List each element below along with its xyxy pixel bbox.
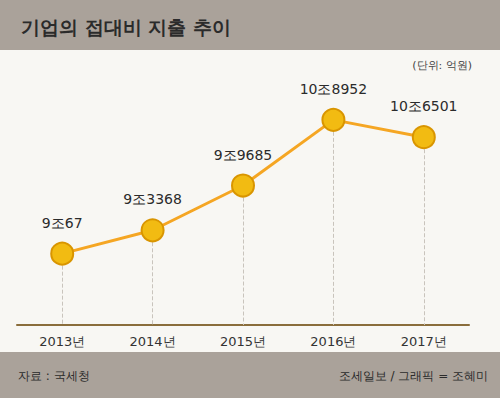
svg-text:10조6501: 10조6501	[390, 98, 457, 114]
svg-text:10조8952: 10조8952	[300, 81, 367, 97]
svg-text:2014년: 2014년	[130, 334, 176, 349]
svg-text:조세일보 / 그래픽 = 조혜미: 조세일보 / 그래픽 = 조혜미	[339, 369, 488, 383]
svg-text:9조3368: 9조3368	[123, 191, 182, 207]
svg-text:자료 : 국세청: 자료 : 국세청	[18, 369, 90, 383]
svg-text:(단위: 억원): (단위: 억원)	[412, 59, 472, 72]
svg-text:9조67: 9조67	[42, 215, 83, 231]
svg-text:2016년: 2016년	[310, 334, 356, 349]
svg-text:2015년: 2015년	[220, 334, 266, 349]
svg-text:9조9685: 9조9685	[214, 147, 273, 163]
svg-text:2017년: 2017년	[401, 334, 447, 349]
svg-text:2013년: 2013년	[39, 334, 85, 349]
svg-text:기업의 접대비 지출 추이: 기업의 접대비 지출 추이	[21, 16, 231, 38]
